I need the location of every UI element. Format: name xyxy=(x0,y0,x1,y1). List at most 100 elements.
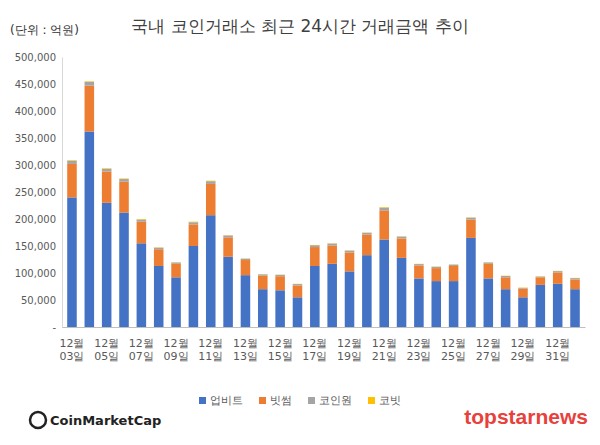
bar xyxy=(379,210,389,239)
bar xyxy=(431,266,441,267)
bar xyxy=(501,275,511,276)
bars xyxy=(67,81,580,327)
bar xyxy=(206,184,216,215)
y-tick-label: 300,000 xyxy=(15,160,56,171)
bar xyxy=(414,278,424,327)
bar xyxy=(518,289,528,298)
bar xyxy=(206,181,216,184)
bar xyxy=(518,287,528,288)
bar xyxy=(345,251,355,253)
bar xyxy=(258,276,268,290)
y-tick: 50,000 xyxy=(21,295,62,306)
x-tick: 12월17일 xyxy=(302,327,327,363)
bar xyxy=(137,220,147,222)
bar xyxy=(449,266,459,281)
y-tick-label: - xyxy=(52,322,56,333)
bar xyxy=(293,297,303,327)
bar xyxy=(171,277,181,327)
series xyxy=(67,132,580,327)
bar xyxy=(536,276,546,278)
bar xyxy=(171,262,181,263)
series xyxy=(67,81,580,288)
bar xyxy=(553,272,563,283)
legend-swatch xyxy=(308,397,315,404)
bar xyxy=(518,297,528,327)
bar xyxy=(206,215,216,327)
bar xyxy=(327,245,337,263)
bar xyxy=(397,258,407,327)
y-tick: 400,000 xyxy=(15,106,62,117)
y-tick-label: 250,000 xyxy=(15,187,56,198)
y-tick: 500,000 xyxy=(15,52,62,63)
bar xyxy=(85,82,95,86)
series xyxy=(67,86,580,298)
bar xyxy=(484,264,494,279)
bar xyxy=(362,232,372,233)
x-tick: 12월09일 xyxy=(164,327,189,363)
x-tick-label: 12월17일 xyxy=(302,337,327,363)
bar xyxy=(449,265,459,266)
x-tick: 12월25일 xyxy=(441,327,466,363)
bar xyxy=(397,238,407,257)
x-tick-label: 12월23일 xyxy=(406,337,431,363)
bar xyxy=(501,289,511,327)
bar xyxy=(241,275,251,327)
x-tick: 12월03일 xyxy=(59,327,84,363)
x-tick: 12월27일 xyxy=(476,327,501,363)
bar xyxy=(449,264,459,265)
x-tick-label: 12월07일 xyxy=(129,337,154,363)
bar xyxy=(85,132,95,327)
bar xyxy=(119,178,129,180)
legend-label: 코빗 xyxy=(379,394,401,407)
x-tick-label: 12월25일 xyxy=(441,337,466,363)
bar xyxy=(189,222,199,224)
bar xyxy=(536,276,546,277)
bar xyxy=(379,240,389,327)
y-tick-label: 450,000 xyxy=(15,79,56,90)
annotation: CoinMarketCap xyxy=(50,413,161,428)
x-tick-label: 12월05일 xyxy=(94,337,119,363)
bar xyxy=(414,263,424,264)
bar xyxy=(241,259,251,260)
bar xyxy=(67,197,77,327)
y-tick: 350,000 xyxy=(15,133,62,144)
bar xyxy=(137,219,147,221)
bar xyxy=(310,266,320,327)
legend-swatch xyxy=(199,397,206,404)
x-tick-label: 12월27일 xyxy=(476,337,501,363)
bar xyxy=(397,237,407,239)
bar xyxy=(137,222,147,244)
bar xyxy=(258,274,268,275)
x-tick: 12월07일 xyxy=(129,327,154,363)
chart: 국내 코인거래소 최근 24시간 거래금액 추이(단위 : 억원)-50,000… xyxy=(0,0,600,445)
bar xyxy=(431,268,441,281)
bar xyxy=(154,249,164,266)
x-tick-label: 12월03일 xyxy=(59,337,84,363)
bar xyxy=(241,260,251,275)
bar xyxy=(466,238,476,327)
bar xyxy=(553,284,563,327)
bar xyxy=(310,247,320,266)
bar xyxy=(67,160,77,162)
bar xyxy=(345,271,355,327)
legend-label: 빗썸 xyxy=(270,394,292,407)
bar xyxy=(293,284,303,285)
y-tick: - xyxy=(52,322,62,333)
bar xyxy=(189,224,199,246)
bar xyxy=(327,244,337,246)
legend-item: 코인원 xyxy=(308,394,352,407)
bar xyxy=(223,235,233,237)
bar xyxy=(258,274,268,275)
x-tick: 12월21일 xyxy=(372,327,397,363)
x-tick: 12월29일 xyxy=(510,327,535,363)
source-logo: CoinMarketCap xyxy=(30,412,161,428)
bar xyxy=(570,277,580,278)
legend-swatch xyxy=(259,397,266,404)
legend-swatch xyxy=(368,397,375,404)
y-tick: 300,000 xyxy=(15,160,62,171)
bar xyxy=(154,266,164,327)
bar xyxy=(466,220,476,238)
bar xyxy=(327,264,337,327)
bar xyxy=(449,281,459,327)
bar xyxy=(431,281,441,327)
